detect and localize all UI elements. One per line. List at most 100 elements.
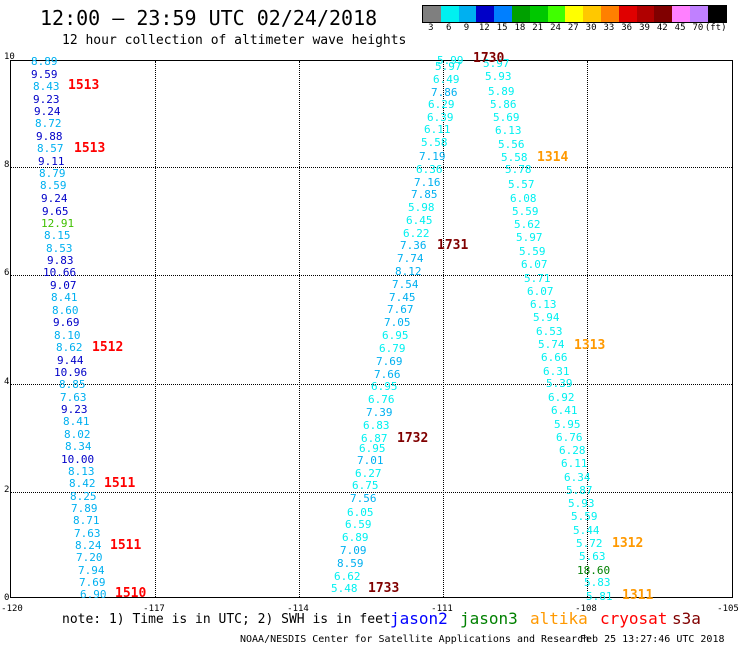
wave-height-value: 5.97	[435, 60, 462, 73]
colorbar-swatch	[636, 6, 655, 22]
wave-height-value: 12.91	[41, 217, 75, 230]
wave-height-value: 8.57	[37, 142, 64, 155]
wave-height-value: 6.95	[371, 380, 398, 393]
wave-height-value: 7.16	[414, 176, 441, 189]
y-tick-label: 10	[4, 52, 15, 62]
colorbar-label: 36	[621, 23, 633, 33]
colorbar-label: 3	[428, 23, 434, 33]
wave-height-value: 6.31	[543, 365, 570, 378]
wave-height-value: 6.22	[403, 227, 430, 240]
colorbar-swatch	[476, 6, 495, 22]
wave-height-value: 7.36	[400, 239, 427, 252]
pass-time-label: 1511	[104, 476, 136, 491]
grid-line	[11, 492, 732, 493]
wave-height-value: 7.89	[71, 502, 98, 515]
colorbar-label: 24	[550, 23, 561, 33]
grid-line	[11, 384, 732, 385]
wave-height-value: 6.07	[527, 285, 554, 298]
wave-height-value: 6.59	[345, 518, 372, 531]
wave-height-value: 5.83	[584, 576, 611, 589]
wave-height-value: 6.83	[363, 419, 390, 432]
wave-height-value: 6.62	[334, 570, 361, 583]
wave-height-value: 5.39	[546, 377, 573, 390]
wave-height-value: 5.44	[573, 524, 600, 537]
wave-height-value: 9.65	[42, 205, 69, 218]
wave-height-value: 6.90	[80, 588, 107, 601]
page-subtitle: 12 hour collection of altimeter wave hei…	[62, 33, 407, 48]
wave-height-value: 6.11	[424, 123, 451, 136]
wave-height-value: 6.76	[368, 393, 395, 406]
colorbar-label: 30	[585, 23, 597, 33]
wave-height-value: 9.83	[47, 254, 74, 267]
colorbar-label: 6	[445, 23, 452, 33]
wave-height-value: 5.97	[516, 231, 543, 244]
pass-time-label: 1730	[473, 51, 505, 66]
grid-line	[155, 61, 156, 597]
colorbar-swatch	[440, 6, 459, 22]
wave-height-value: 8.12	[395, 265, 422, 278]
wave-height-value: 8.53	[46, 242, 73, 255]
x-tick-label: -111	[431, 604, 453, 614]
legend-jason2: jason2	[390, 609, 448, 628]
wave-height-value: 8.41	[51, 291, 78, 304]
grid-line	[443, 61, 444, 597]
wave-height-value: 5.59	[512, 205, 539, 218]
map-plot	[10, 60, 733, 598]
wave-height-value: 6.76	[556, 431, 583, 444]
y-tick-label: 6	[4, 268, 10, 278]
wave-height-value: 5.71	[524, 272, 551, 285]
wave-height-value: 5.69	[493, 111, 520, 124]
wave-height-value: 7.63	[74, 527, 101, 540]
wave-height-value: 6.34	[564, 471, 591, 484]
wave-height-value: 9.07	[50, 279, 77, 292]
colorbar-swatch	[600, 6, 619, 22]
wave-height-value: 8.25	[70, 490, 97, 503]
wave-height-value: 7.66	[374, 368, 401, 381]
wave-height-value: 5.97	[483, 57, 510, 70]
wave-height-value: 5.99	[437, 54, 464, 67]
colorbar-label: 9	[463, 23, 470, 33]
wave-height-value: 8.43	[33, 80, 60, 93]
wave-height-value: 7.05	[384, 316, 411, 329]
colorbar-swatch	[494, 6, 512, 22]
x-tick-label: -120	[1, 604, 23, 614]
wave-height-value: 7.74	[397, 252, 424, 265]
wave-height-value: 6.11	[561, 457, 588, 470]
page-title: 12:00 – 23:59 UTC 02/24/2018	[40, 6, 378, 30]
legend-altika: altika	[530, 609, 588, 628]
grid-line	[11, 167, 732, 168]
wave-height-value: 7.69	[79, 576, 106, 589]
wave-height-value: 5.59	[519, 245, 546, 258]
colorbar-swatch	[547, 6, 566, 22]
colorbar-swatch	[529, 6, 548, 22]
colorbar-swatch	[672, 6, 690, 22]
colorbar-label: 18	[514, 23, 526, 33]
wave-height-value: 7.67	[387, 303, 414, 316]
pass-time-label: 1312	[612, 536, 644, 551]
wave-height-value: 7.54	[392, 278, 419, 291]
wave-height-value: 6.45	[406, 214, 433, 227]
wave-height-value: 5.57	[508, 178, 535, 191]
wave-height-value: 5.74	[538, 338, 565, 351]
wave-height-value: 6.49	[433, 73, 460, 86]
wave-height-value: 8.15	[44, 229, 71, 242]
pass-time-label: 1313	[574, 338, 606, 353]
wave-height-value: 8.79	[39, 167, 66, 180]
wave-height-value: 7.56	[350, 492, 377, 505]
wave-height-value: 7.94	[78, 564, 105, 577]
colorbar	[422, 5, 727, 23]
wave-height-value: 9.11	[38, 155, 65, 168]
pass-time-label: 1513	[74, 141, 106, 156]
colorbar-swatch	[618, 6, 637, 22]
wave-height-value: 7.85	[411, 188, 438, 201]
wave-height-value: 8.71	[73, 514, 100, 527]
credit-timestamp: Feb 25 13:27:46 UTC 2018	[580, 634, 725, 645]
wave-height-value: 6.07	[521, 258, 548, 271]
wave-height-value: 6.87	[361, 432, 388, 445]
wave-height-value: 5.93	[485, 70, 512, 83]
wave-height-value: 5.56	[498, 138, 525, 151]
wave-height-value: 7.19	[419, 150, 446, 163]
wave-height-value: 5.81	[586, 590, 613, 603]
x-tick-label: -108	[575, 604, 597, 614]
wave-height-value: 5.95	[554, 418, 581, 431]
